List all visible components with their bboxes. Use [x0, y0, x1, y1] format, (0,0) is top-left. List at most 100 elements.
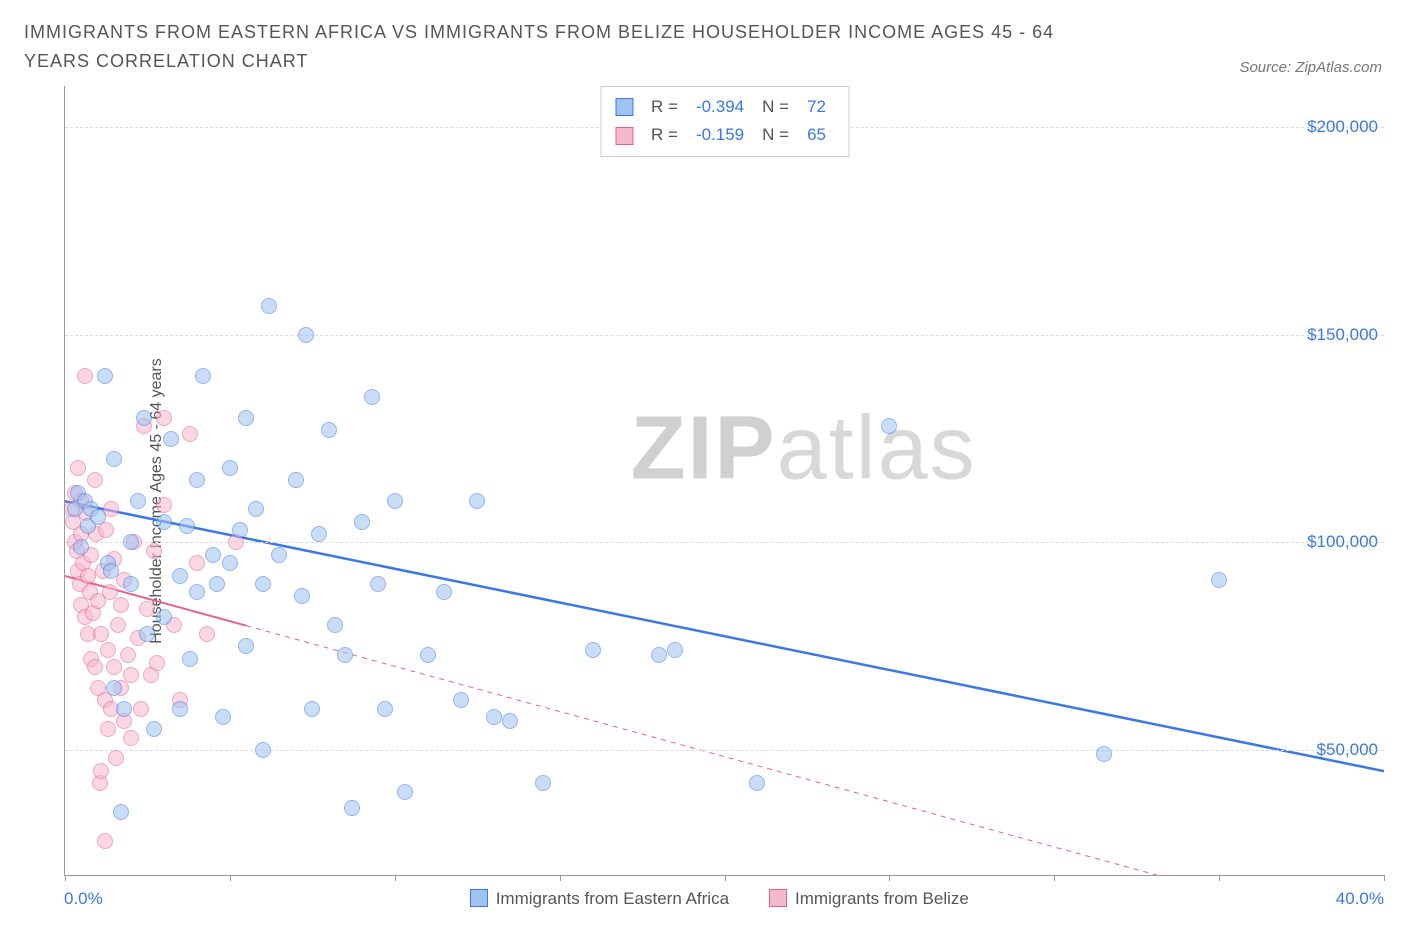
x-tick — [725, 875, 726, 881]
data-point — [288, 472, 304, 488]
data-point — [156, 497, 172, 513]
legend-stats-row-1: R = -0.159 N = 65 — [615, 121, 834, 150]
plot-area: ZIPatlas R = -0.394 N = 72 R = -0.159 N … — [64, 86, 1384, 876]
legend-label-0: Immigrants from Eastern Africa — [496, 889, 729, 908]
data-point — [172, 701, 188, 717]
data-point — [205, 547, 221, 563]
r-value-1: -0.159 — [696, 121, 744, 150]
data-point — [136, 410, 152, 426]
data-point — [139, 601, 155, 617]
data-point — [106, 451, 122, 467]
r-label: R = — [651, 93, 678, 122]
data-point — [113, 597, 129, 613]
x-axis-row: 0.0% Immigrants from Eastern Africa Immi… — [64, 882, 1384, 916]
data-point — [535, 775, 551, 791]
data-point — [123, 534, 139, 550]
data-point — [667, 642, 683, 658]
x-tick — [889, 875, 890, 881]
data-point — [271, 547, 287, 563]
legend-swatch-1 — [615, 127, 633, 145]
n-label: N = — [762, 93, 789, 122]
data-point — [149, 655, 165, 671]
data-point — [469, 493, 485, 509]
data-point — [1096, 746, 1112, 762]
x-tick — [65, 875, 66, 881]
watermark-light: atlas — [777, 398, 977, 498]
data-point — [113, 804, 129, 820]
legend-item-0: Immigrants from Eastern Africa — [470, 889, 729, 909]
data-point — [749, 775, 765, 791]
legend-item-1: Immigrants from Belize — [769, 889, 969, 909]
legend-swatch-0 — [615, 98, 633, 116]
legend-label-1: Immigrants from Belize — [795, 889, 969, 908]
data-point — [651, 647, 667, 663]
data-point — [397, 784, 413, 800]
watermark-bold: ZIP — [631, 398, 777, 498]
gridline — [65, 542, 1384, 543]
header: IMMIGRANTS FROM EASTERN AFRICA VS IMMIGR… — [24, 18, 1382, 76]
data-point — [502, 713, 518, 729]
r-value-0: -0.394 — [696, 93, 744, 122]
data-point — [321, 422, 337, 438]
data-point — [387, 493, 403, 509]
data-point — [199, 626, 215, 642]
data-point — [248, 501, 264, 517]
chart-container: Householder Income Ages 45 - 64 years ZI… — [24, 86, 1384, 916]
data-point — [189, 472, 205, 488]
data-point — [77, 368, 93, 384]
data-point — [70, 460, 86, 476]
legend-stats-row-0: R = -0.394 N = 72 — [615, 93, 834, 122]
data-point — [106, 680, 122, 696]
data-point — [354, 514, 370, 530]
data-point — [182, 426, 198, 442]
data-point — [182, 651, 198, 667]
data-point — [255, 742, 271, 758]
data-point — [156, 514, 172, 530]
data-point — [453, 692, 469, 708]
data-point — [179, 518, 195, 534]
x-tick — [230, 875, 231, 881]
data-point — [486, 709, 502, 725]
y-tick-label: $100,000 — [1307, 532, 1378, 552]
data-point — [294, 588, 310, 604]
data-point — [327, 617, 343, 633]
data-point — [156, 609, 172, 625]
data-point — [123, 730, 139, 746]
x-min-label: 0.0% — [64, 889, 103, 909]
data-point — [97, 833, 113, 849]
data-point — [97, 368, 113, 384]
data-point — [261, 298, 277, 314]
data-point — [298, 327, 314, 343]
x-tick — [1384, 875, 1385, 881]
data-point — [222, 555, 238, 571]
y-tick-label: $150,000 — [1307, 325, 1378, 345]
data-point — [156, 410, 172, 426]
chart-title: IMMIGRANTS FROM EASTERN AFRICA VS IMMIGR… — [24, 18, 1124, 76]
data-point — [238, 410, 254, 426]
data-point — [80, 568, 96, 584]
data-point — [420, 647, 436, 663]
data-point — [255, 576, 271, 592]
x-tick — [395, 875, 396, 881]
data-point — [377, 701, 393, 717]
data-point — [87, 472, 103, 488]
data-point — [364, 389, 380, 405]
data-point — [311, 526, 327, 542]
data-point — [232, 522, 248, 538]
data-point — [344, 800, 360, 816]
watermark: ZIPatlas — [631, 397, 977, 500]
data-point — [133, 701, 149, 717]
data-point — [436, 584, 452, 600]
data-point — [90, 509, 106, 525]
data-point — [238, 638, 254, 654]
y-tick-label: $50,000 — [1317, 740, 1378, 760]
n-value-1: 65 — [807, 121, 826, 150]
data-point — [100, 642, 116, 658]
data-point — [103, 563, 119, 579]
x-max-label: 40.0% — [1336, 889, 1384, 909]
data-point — [146, 543, 162, 559]
data-point — [87, 659, 103, 675]
data-point — [120, 647, 136, 663]
source-label: Source: ZipAtlas.com — [1239, 59, 1382, 76]
data-point — [106, 659, 122, 675]
